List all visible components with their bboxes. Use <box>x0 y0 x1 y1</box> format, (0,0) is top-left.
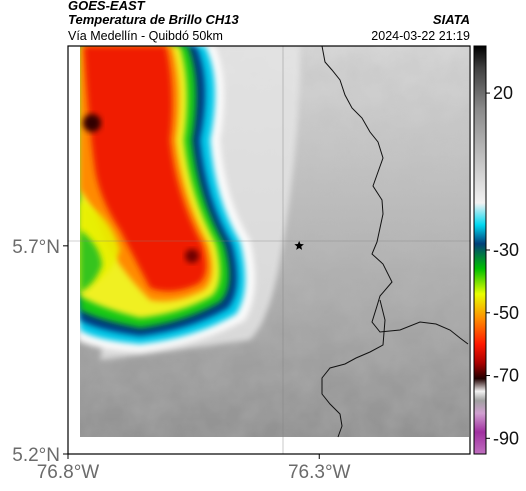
star-icon <box>294 240 304 250</box>
gridlines <box>68 46 470 454</box>
map-frame <box>67 45 471 455</box>
boundary-lines <box>321 45 469 438</box>
y-tick-label: 5.7°N <box>12 237 60 258</box>
star-icon <box>294 240 304 250</box>
x-tick-label: 76.8°W <box>37 462 100 483</box>
colorbar-tick-label: -30 <box>493 240 519 260</box>
product-name: GOES-EAST <box>68 0 145 13</box>
axis-ticks: 76.8°W 76.3°W 5.7°N 5.2°N <box>12 237 350 483</box>
colorbar-tick-label: -70 <box>493 366 519 386</box>
colorbar-gradient <box>473 45 487 455</box>
organization-label: SIATA <box>432 12 470 27</box>
y-tick-label: 5.2°N <box>12 445 60 466</box>
colorbar-tick-label: 20 <box>493 83 513 103</box>
map-title: Temperatura de Brillo CH13 <box>68 12 239 27</box>
map-subtitle: Vía Medellín - Quibdó 50km <box>68 29 223 43</box>
colorbar: 20 -30 -50 -70 -90 <box>473 45 519 455</box>
x-tick-label: 76.3°W <box>288 462 351 483</box>
colorbar-tick-label: -90 <box>493 428 519 448</box>
timestamp: 2024-03-22 21:19 <box>371 29 470 43</box>
colorbar-tick-label: -50 <box>493 303 519 323</box>
satellite-imagery <box>68 46 470 454</box>
